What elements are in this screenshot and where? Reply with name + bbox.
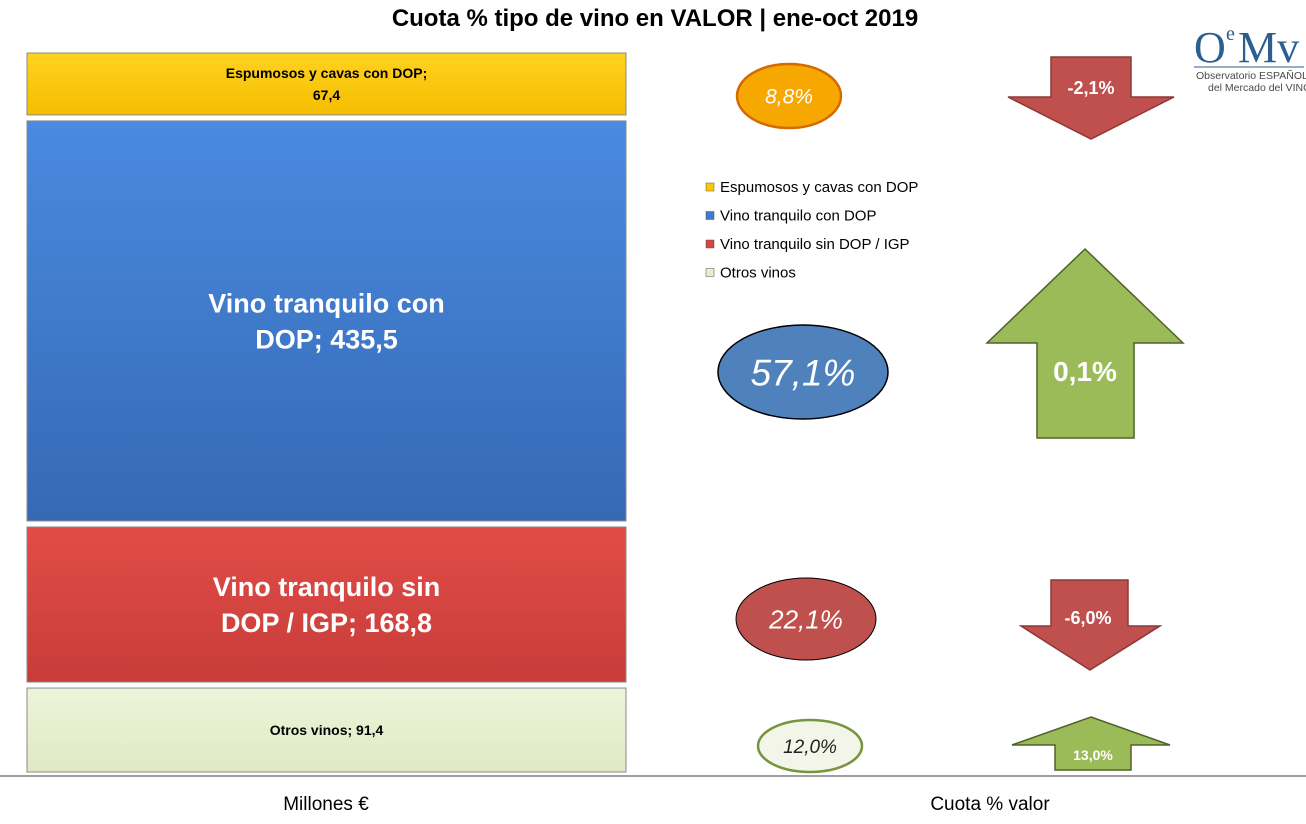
share-ellipse-espumosos	[735, 62, 843, 130]
bar-label-otros: Otros vinos; 91,4	[270, 722, 384, 738]
share-ellipse-dop	[717, 324, 889, 420]
bar-segment-espumosos	[26, 52, 627, 116]
change-label-espumosos: -2,1%	[1067, 78, 1114, 98]
svg-text:del Mercado del VINO: del Mercado del VINO	[1208, 82, 1306, 94]
share-label-dop: 57,1%	[751, 352, 856, 393]
legend: Espumosos y cavas con DOP Vino tranquilo …	[705, 179, 918, 282]
change-label-dop: 0,1%	[1053, 356, 1117, 387]
legend-label-otros: Otros vinos	[720, 265, 796, 282]
legend-label-sin-dop: Vino tranquilo sin DOP / IGP	[720, 236, 910, 253]
share-label-otros: 12,0%	[783, 737, 837, 758]
oemv-logo: O e Mv Observatorio ESPAÑOL del Mercado …	[1194, 23, 1306, 94]
bar-segment-dop	[26, 120, 627, 522]
change-label-otros: 13,0%	[1073, 747, 1113, 763]
svg-text:Mv: Mv	[1238, 23, 1299, 72]
legend-swatch-dop	[705, 211, 715, 220]
legend-label-dop: Vino tranquilo con DOP	[720, 208, 876, 225]
bar-labels: Espumosos y cavas con DOP; 67,4 Vino tranq…	[208, 65, 445, 738]
stacked-bar	[26, 52, 627, 773]
legend-label-espumosos: Espumosos y cavas con DOP	[720, 179, 918, 196]
footer-left-label: Millones €	[283, 794, 369, 815]
bar-segment-otros	[26, 687, 627, 773]
share-ellipse-otros	[756, 718, 864, 774]
change-label-sin-dop: -6,0%	[1064, 608, 1111, 628]
share-label-sin-dop: 22,1%	[768, 604, 843, 634]
arrow-down-icon-espumosos	[1007, 56, 1175, 140]
bar-label-sin-dop: Vino tranquilo sin DOP / IGP; 168,8	[213, 572, 441, 638]
svg-text:Observatorio ESPAÑOL: Observatorio ESPAÑOL	[1196, 69, 1306, 82]
bar-label-dop: Vino tranquilo con DOP; 435,5	[208, 288, 445, 354]
arrow-down-icon-sin-dop	[1018, 579, 1163, 671]
svg-text:O: O	[1194, 23, 1226, 72]
svg-text:e: e	[1226, 23, 1235, 45]
bar-segment-sin-dop	[26, 526, 627, 683]
legend-swatch-sin-dop	[705, 239, 715, 249]
change-arrows: -2,1% 0,1% -6,0% 13,0%	[985, 56, 1185, 771]
legend-swatch-otros	[705, 268, 715, 277]
legend-swatch-espumosos	[705, 182, 715, 192]
share-ellipse-sin-dop	[735, 577, 877, 661]
bar-label-espumosos: Espumosos y cavas con DOP; 67,4	[226, 65, 428, 103]
arrow-up-icon-otros	[1011, 716, 1171, 771]
share-label-espumosos: 8,8%	[765, 86, 813, 109]
footer-right-label: Cuota % valor	[930, 794, 1050, 815]
chart-title: Cuota % tipo de vino en VALOR | ene-oct …	[392, 5, 918, 32]
arrow-up-icon-dop	[985, 247, 1185, 439]
share-ellipses: 8,8% 57,1% 22,1% 12,0%	[717, 62, 889, 774]
